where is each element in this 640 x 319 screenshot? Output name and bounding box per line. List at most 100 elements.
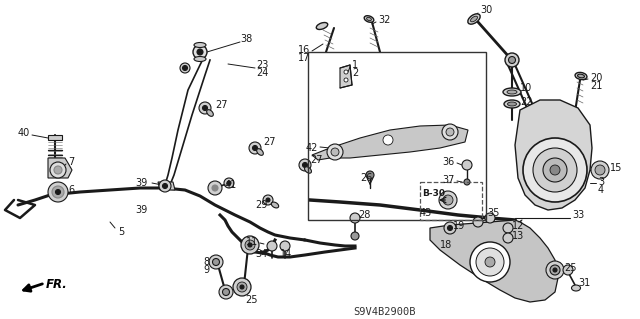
- Text: 27: 27: [215, 100, 227, 110]
- Text: 1: 1: [352, 60, 358, 70]
- Circle shape: [212, 258, 220, 265]
- Ellipse shape: [305, 167, 312, 173]
- Circle shape: [159, 180, 171, 192]
- Circle shape: [263, 195, 273, 205]
- Circle shape: [444, 222, 456, 234]
- Ellipse shape: [503, 88, 521, 96]
- Circle shape: [447, 226, 452, 231]
- Text: 41: 41: [225, 180, 237, 190]
- Circle shape: [470, 242, 510, 282]
- Circle shape: [180, 63, 190, 73]
- Circle shape: [591, 161, 609, 179]
- Circle shape: [351, 232, 359, 240]
- Text: 3: 3: [598, 177, 604, 187]
- Text: 20: 20: [590, 73, 602, 83]
- Polygon shape: [430, 220, 558, 302]
- Circle shape: [344, 78, 348, 82]
- Text: 27: 27: [310, 155, 323, 165]
- Circle shape: [327, 144, 343, 160]
- Circle shape: [202, 106, 207, 110]
- Circle shape: [462, 160, 472, 170]
- Circle shape: [163, 183, 168, 189]
- Circle shape: [227, 181, 231, 185]
- Text: 8: 8: [204, 257, 210, 267]
- Circle shape: [439, 191, 457, 209]
- Text: 37: 37: [443, 175, 455, 185]
- Ellipse shape: [194, 42, 206, 48]
- Circle shape: [546, 261, 564, 279]
- Ellipse shape: [504, 100, 520, 108]
- Circle shape: [523, 138, 587, 202]
- Text: 15: 15: [610, 163, 622, 173]
- Text: 4: 4: [598, 185, 604, 195]
- Text: 10: 10: [520, 83, 532, 93]
- Text: 19: 19: [452, 221, 465, 231]
- Circle shape: [56, 189, 61, 195]
- Circle shape: [443, 195, 453, 205]
- Text: 26: 26: [360, 173, 372, 183]
- Circle shape: [344, 70, 348, 74]
- Ellipse shape: [468, 14, 480, 24]
- Text: 39: 39: [136, 178, 148, 188]
- Circle shape: [209, 255, 223, 269]
- Text: 28: 28: [358, 210, 371, 220]
- Text: 32: 32: [378, 15, 390, 25]
- Circle shape: [350, 213, 360, 223]
- Text: 18: 18: [440, 240, 452, 250]
- Text: 38: 38: [240, 34, 252, 44]
- Circle shape: [485, 257, 495, 267]
- Ellipse shape: [257, 149, 263, 155]
- Text: 6: 6: [68, 185, 74, 195]
- Ellipse shape: [271, 202, 278, 208]
- Circle shape: [212, 185, 218, 191]
- Polygon shape: [340, 65, 352, 88]
- Circle shape: [52, 186, 64, 198]
- Text: S9V4B2900B: S9V4B2900B: [354, 307, 416, 317]
- Circle shape: [509, 56, 515, 63]
- Text: 14: 14: [280, 249, 292, 259]
- Bar: [308, 52, 486, 220]
- Circle shape: [366, 171, 374, 179]
- Circle shape: [245, 240, 255, 250]
- Circle shape: [543, 158, 567, 182]
- Text: 43: 43: [420, 208, 432, 218]
- Ellipse shape: [572, 285, 580, 291]
- Circle shape: [533, 148, 577, 192]
- Text: 29: 29: [255, 200, 268, 210]
- Text: 22: 22: [520, 97, 532, 107]
- Circle shape: [331, 148, 339, 156]
- Text: 5: 5: [118, 227, 124, 237]
- Text: 27: 27: [263, 137, 275, 147]
- Circle shape: [550, 265, 560, 275]
- Text: 35: 35: [487, 208, 499, 218]
- Text: 11: 11: [246, 237, 258, 247]
- Text: 21: 21: [590, 81, 602, 91]
- Circle shape: [550, 165, 560, 175]
- Circle shape: [383, 135, 393, 145]
- Circle shape: [553, 268, 557, 272]
- Circle shape: [266, 198, 270, 202]
- Text: 9: 9: [204, 265, 210, 275]
- Text: 25: 25: [564, 263, 577, 273]
- Circle shape: [193, 45, 207, 59]
- Circle shape: [446, 128, 454, 136]
- Polygon shape: [158, 182, 175, 190]
- Text: 34: 34: [256, 249, 268, 259]
- Circle shape: [182, 65, 188, 70]
- Text: FR.: FR.: [46, 278, 68, 291]
- Ellipse shape: [508, 102, 516, 106]
- Ellipse shape: [194, 56, 206, 62]
- Text: 12: 12: [512, 221, 524, 231]
- Circle shape: [473, 217, 483, 227]
- Text: 7: 7: [68, 157, 74, 167]
- Circle shape: [240, 285, 244, 289]
- Text: 33: 33: [572, 210, 584, 220]
- Ellipse shape: [207, 110, 213, 116]
- Text: B-30: B-30: [422, 189, 445, 197]
- Ellipse shape: [470, 16, 477, 22]
- Circle shape: [253, 145, 257, 151]
- Circle shape: [48, 182, 68, 202]
- Circle shape: [224, 178, 234, 188]
- Circle shape: [50, 162, 66, 178]
- Circle shape: [267, 241, 277, 251]
